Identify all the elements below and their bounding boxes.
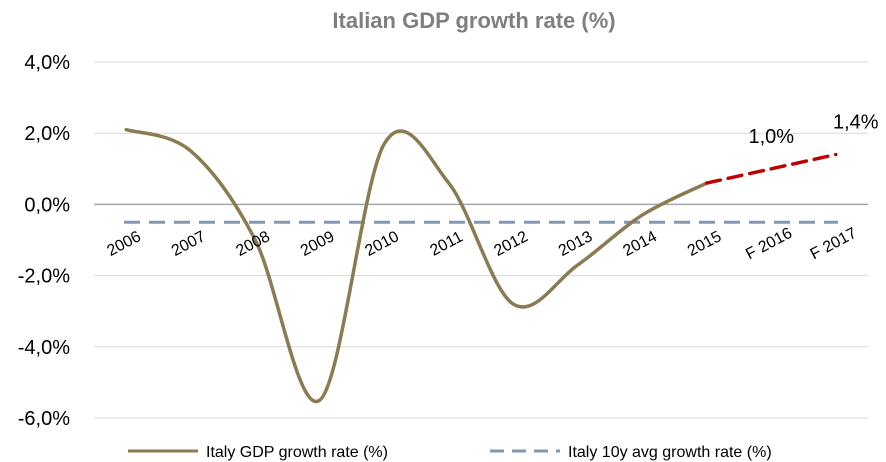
y-tick-label: 0,0%	[24, 194, 70, 216]
series-lines	[124, 127, 838, 404]
y-tick-label: -6,0%	[18, 408, 70, 430]
x-tick-label: 2015	[685, 228, 724, 260]
x-tick-label: 2007	[169, 228, 208, 260]
x-tick-label: F 2016	[743, 225, 795, 263]
x-axis-tick-labels: 2006 2007 2008 2009 2010 2011 2012 2013 2014 2015…	[104, 225, 859, 263]
series-line-forecast	[705, 152, 838, 185]
x-tick-label: 2010	[362, 228, 401, 260]
y-tick-label: -2,0%	[18, 266, 70, 288]
series-line-gdp	[124, 127, 709, 404]
x-tick-label: 2011	[427, 228, 465, 259]
y-tick-label: 2,0%	[24, 123, 70, 145]
legend: Italy GDP growth rate (%) Italy 10y avg g…	[128, 444, 772, 461]
data-labels: 1,0% 1,4%	[748, 112, 878, 148]
x-tick-label: 2006	[104, 228, 143, 260]
legend-label: Italy 10y avg growth rate (%)	[568, 444, 772, 461]
data-label: 1,4%	[833, 112, 879, 134]
y-tick-label: 4,0%	[24, 52, 70, 74]
x-tick-label: 2012	[491, 228, 530, 260]
y-axis-tick-labels: 4,0% 2,0% 0,0% -2,0% -4,0% -6,0%	[18, 52, 70, 430]
gridlines	[94, 61, 868, 419]
data-label: 1,0%	[748, 126, 794, 148]
x-tick-label: 2009	[298, 228, 337, 260]
chart-title: Italian GDP growth rate (%)	[332, 8, 615, 33]
y-tick-label: -4,0%	[18, 337, 70, 359]
x-tick-label: F 2017	[808, 225, 860, 263]
legend-label: Italy GDP growth rate (%)	[206, 444, 388, 461]
x-tick-label: 2014	[620, 228, 659, 260]
